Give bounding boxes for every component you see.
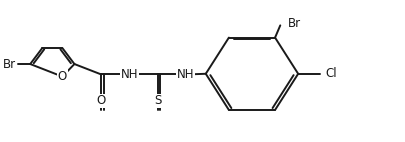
- Text: S: S: [153, 94, 161, 107]
- Text: NH: NH: [120, 68, 138, 81]
- Text: Cl: Cl: [324, 67, 336, 80]
- Text: Br: Br: [3, 58, 16, 71]
- Text: Br: Br: [287, 17, 300, 31]
- Text: O: O: [96, 94, 106, 107]
- Text: O: O: [58, 70, 67, 83]
- Text: NH: NH: [177, 68, 194, 81]
